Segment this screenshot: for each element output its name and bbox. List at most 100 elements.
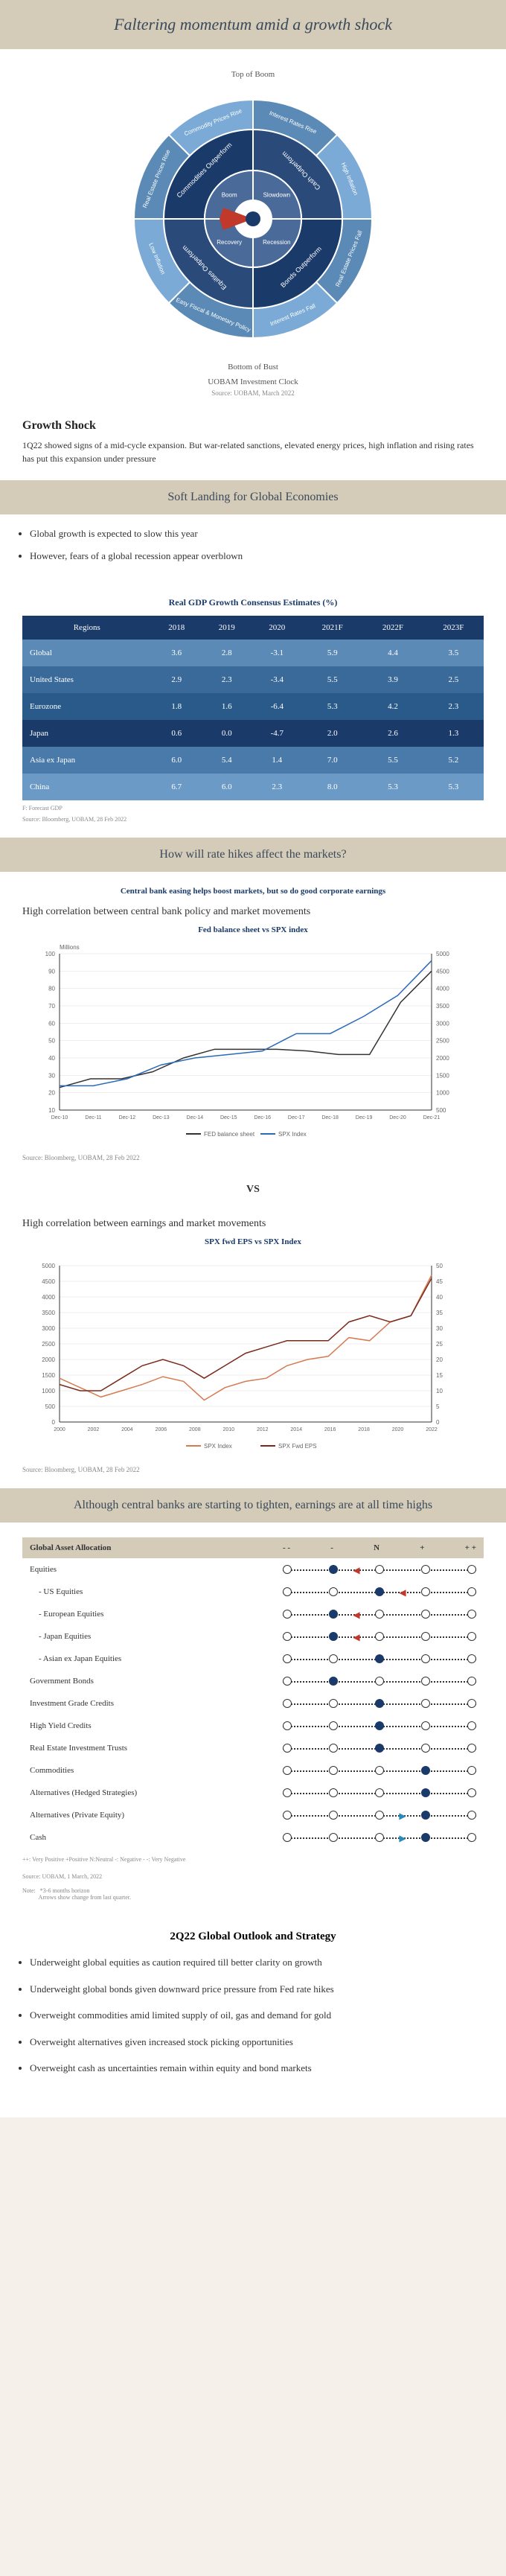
allocation-source: Source: UOBAM, 1 March, 2022 [22, 1873, 484, 1880]
svg-text:70: 70 [48, 1003, 55, 1010]
clock-bottom-label: Bottom of Bust [15, 363, 491, 372]
growth-shock-text: 1Q22 showed signs of a mid-cycle expansi… [0, 433, 506, 480]
allocation-dot [467, 1610, 476, 1619]
allocation-dot [375, 1699, 384, 1708]
allocation-dot [329, 1632, 338, 1641]
svg-text:Millions: Millions [60, 944, 80, 951]
svg-text:2014: 2014 [290, 1427, 302, 1432]
table-cell: 5.3 [302, 693, 362, 720]
allocation-dot [283, 1587, 292, 1596]
allocation-dot [375, 1587, 384, 1596]
allocation-label: - European Equities [30, 1610, 283, 1619]
allocation-scale: ▶ [283, 1831, 476, 1844]
table-cell: -3.4 [252, 666, 303, 693]
tighten-header: Although central banks are starting to t… [0, 1488, 506, 1523]
svg-text:40: 40 [436, 1294, 443, 1301]
allocation-dot [329, 1788, 338, 1797]
allocation-dot [329, 1610, 338, 1619]
svg-text:2018: 2018 [358, 1427, 370, 1432]
allocation-row: Equities◀ [22, 1558, 484, 1581]
svg-text:2000: 2000 [42, 1356, 55, 1363]
svg-text:60: 60 [48, 1020, 55, 1027]
svg-text:2010: 2010 [222, 1427, 234, 1432]
allocation-dot [467, 1677, 476, 1686]
svg-text:50: 50 [48, 1038, 55, 1045]
allocation-dot [329, 1721, 338, 1730]
allocation-dot [329, 1587, 338, 1596]
svg-text:20: 20 [48, 1090, 55, 1097]
allocation-dot [421, 1610, 430, 1619]
svg-text:2016: 2016 [324, 1427, 336, 1432]
svg-text:2022: 2022 [426, 1427, 438, 1432]
allocation-dot [467, 1788, 476, 1797]
allocation-section: Global Asset Allocation - --N++ + Equiti… [0, 1523, 506, 1916]
allocation-dot [283, 1744, 292, 1753]
outlook-bullet: Overweight cash as uncertainties remain … [30, 2061, 476, 2076]
svg-text:5000: 5000 [436, 951, 449, 957]
table-row: Global3.62.8-3.15.94.43.5 [22, 640, 484, 666]
table-cell: 5.4 [202, 747, 252, 774]
table-cell: 1.3 [423, 720, 484, 747]
chart1-subtitle: High correlation between central bank po… [22, 906, 484, 918]
allocation-dot [467, 1565, 476, 1574]
allocation-dot [283, 1766, 292, 1775]
table-cell: 5.5 [362, 747, 423, 774]
table-cell: 2.9 [152, 666, 202, 693]
table-cell: 2.3 [202, 666, 252, 693]
svg-text:Recession: Recession [263, 239, 290, 246]
allocation-dot [375, 1632, 384, 1641]
svg-text:Dec-14: Dec-14 [187, 1115, 204, 1120]
allocation-dot [283, 1565, 292, 1574]
table-row: China6.76.02.38.05.35.3 [22, 774, 484, 800]
table-cell: 4.2 [362, 693, 423, 720]
table-cell: 6.0 [202, 774, 252, 800]
allocation-col-header: + + [465, 1543, 476, 1552]
allocation-label: Alternatives (Private Equity) [30, 1811, 283, 1820]
soft-landing-header: Soft Landing for Global Economies [0, 480, 506, 514]
svg-text:2000: 2000 [436, 1055, 449, 1062]
eps-spx-chart: 0500100015002000250030003500400045005000… [22, 1251, 469, 1459]
table-header: 2019 [202, 616, 252, 640]
svg-text:Dec-15: Dec-15 [220, 1115, 237, 1120]
chart2-section: High correlation between earnings and ma… [0, 1203, 506, 1488]
allocation-dot [329, 1811, 338, 1820]
table-header: 2018 [152, 616, 202, 640]
allocation-dot [421, 1744, 430, 1753]
table-row: Japan0.60.0-4.72.02.61.3 [22, 720, 484, 747]
allocation-dot [467, 1766, 476, 1775]
allocation-dot [329, 1766, 338, 1775]
allocation-dot [283, 1610, 292, 1619]
svg-text:2006: 2006 [156, 1427, 167, 1432]
svg-text:2020: 2020 [392, 1427, 404, 1432]
svg-text:2500: 2500 [42, 1341, 55, 1348]
outlook-section: 2Q22 Global Outlook and Strategy Underwe… [0, 1916, 506, 2117]
chart1-section: Central bank easing helps boost markets,… [0, 872, 506, 1176]
svg-text:0: 0 [436, 1419, 440, 1426]
clock-caption: UOBAM Investment Clock [15, 377, 491, 386]
table-cell: China [22, 774, 152, 800]
allocation-row: - Japan Equities◀ [22, 1625, 484, 1648]
svg-text:Recovery: Recovery [217, 239, 242, 246]
table-cell: 2.8 [202, 640, 252, 666]
tighten-title: Although central banks are starting to t… [10, 1499, 496, 1512]
table-cell: 5.5 [302, 666, 362, 693]
allocation-scale [283, 1674, 476, 1688]
allocation-row: High Yield Credits [22, 1715, 484, 1737]
allocation-scale [283, 1786, 476, 1799]
table-cell: 1.8 [152, 693, 202, 720]
allocation-dot [283, 1721, 292, 1730]
svg-text:0: 0 [52, 1419, 56, 1426]
allocation-scale: ▶ [283, 1808, 476, 1822]
chart2-source: Source: Bloomberg, UOBAM, 28 Feb 2022 [22, 1466, 484, 1473]
allocation-label: Alternatives (Hedged Strategies) [30, 1788, 283, 1797]
allocation-dot [467, 1744, 476, 1753]
soft-landing-title: Soft Landing for Global Economies [10, 491, 496, 504]
gdp-table: Regions2018201920202021F2022F2023FGlobal… [22, 616, 484, 800]
allocation-row: Real Estate Investment Trusts [22, 1737, 484, 1759]
svg-text:1000: 1000 [436, 1090, 449, 1097]
svg-text:Dec-10: Dec-10 [51, 1115, 68, 1120]
allocation-scale [283, 1764, 476, 1777]
allocation-label: Commodities [30, 1766, 283, 1775]
table-cell: Japan [22, 720, 152, 747]
table-cell: 2.5 [423, 666, 484, 693]
